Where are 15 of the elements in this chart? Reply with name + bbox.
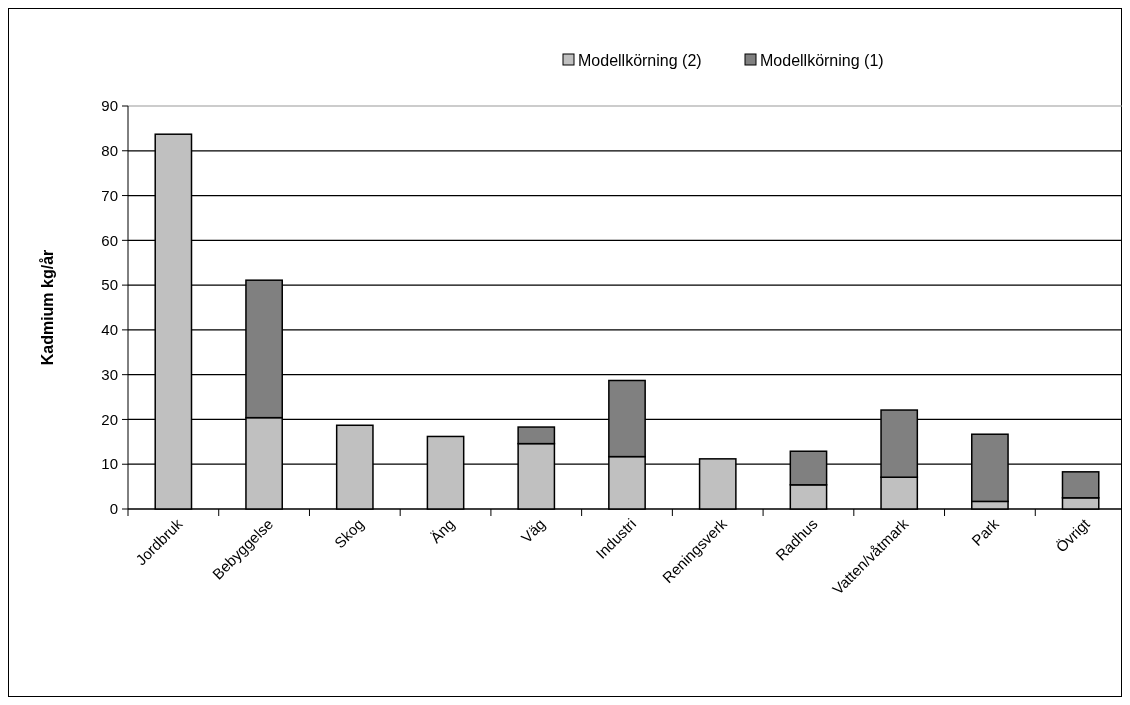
legend-label: Modellkörning (1): [760, 51, 884, 69]
x-tick-label: Väg: [517, 515, 549, 546]
legend-label: Modellkörning (2): [578, 51, 702, 69]
y-tick-label: 10: [101, 455, 118, 473]
y-tick-label: 50: [101, 276, 118, 294]
y-tick-label: 80: [101, 142, 118, 160]
x-tick-label: Äng: [426, 515, 458, 546]
y-tick-label: 40: [101, 321, 118, 339]
y-axis-title: Kadmium kg/år: [39, 249, 56, 366]
y-tick-label: 30: [101, 365, 118, 383]
y-tick-label: 20: [101, 410, 118, 428]
y-tick-label: 90: [101, 97, 118, 115]
y-tick-label: 70: [101, 186, 118, 204]
y-tick-label: 60: [101, 231, 118, 249]
y-tick-label: 0: [109, 500, 118, 518]
